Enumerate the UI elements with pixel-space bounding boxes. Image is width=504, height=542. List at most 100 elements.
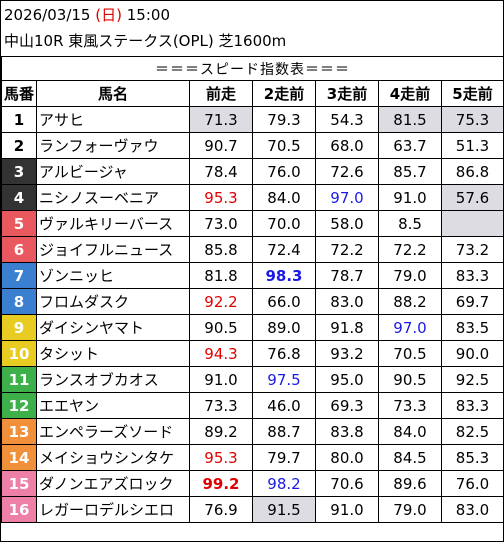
speed-index-cell: 88.7 [252,418,316,445]
horse-number: 11 [1,366,37,393]
speed-index-cell [441,210,504,237]
speed-index-cell: 79.0 [378,262,442,289]
horse-name: タシット [36,340,190,367]
speed-index-cell: 79.7 [252,444,316,471]
speed-index-cell: 69.7 [441,288,504,315]
speed-index-cell: 78.4 [189,158,253,185]
speed-index-cell: 97.5 [252,366,316,393]
race-time: 15:00 [126,6,170,24]
speed-index-cell: 91.8 [315,314,379,341]
table-row: 6 ジョイフルニュース 85.8 72.4 72.2 72.2 73.2 [1,236,504,263]
speed-index-cell: 89.2 [189,418,253,445]
speed-index-cell: 73.2 [441,236,504,263]
speed-index-cell: 76.0 [441,470,504,497]
speed-index-cell: 72.4 [252,236,316,263]
speed-index-cell: 75.3 [441,106,504,133]
table-row: 16 レガーロデルシエロ 76.9 91.5 91.0 79.0 83.0 [1,496,504,523]
speed-index-cell: 84.5 [378,444,442,471]
speed-index-cell: 93.2 [315,340,379,367]
speed-index-cell: 91.0 [189,366,253,393]
horse-name: エンペラーズソード [36,418,190,445]
speed-index-cell: 70.0 [252,210,316,237]
col-header-race5: 5走前 [441,80,504,107]
table-row: 15 ダノンエアズロック 99.2 98.2 70.6 89.6 76.0 [1,470,504,497]
horse-name: ヴァルキリーバース [36,210,190,237]
speed-index-cell: 83.3 [441,262,504,289]
speed-index-cell: 80.0 [315,444,379,471]
speed-index-cell: 85.7 [378,158,442,185]
speed-index-cell: 83.0 [441,496,504,523]
horse-name: アサヒ [36,106,190,133]
col-header-race2: 2走前 [252,80,316,107]
speed-index-cell: 68.0 [315,132,379,159]
horse-number: 1 [1,106,37,133]
speed-index-cell: 70.5 [252,132,316,159]
horse-name: メイショウシンタケ [36,444,190,471]
table-row: 10 タシット 94.3 76.8 93.2 70.5 90.0 [1,340,504,367]
table-row: 1 アサヒ 71.3 79.3 54.3 81.5 75.3 [1,106,504,133]
table-row: 4 ニシノスーベニア 95.3 84.0 97.0 91.0 57.6 [1,184,504,211]
speed-index-cell: 70.6 [315,470,379,497]
speed-index-cell: 84.0 [378,418,442,445]
speed-index-cell: 72.6 [315,158,379,185]
speed-index-cell: 97.0 [378,314,442,341]
speed-index-cell: 91.0 [378,184,442,211]
horse-name: レガーロデルシエロ [36,496,190,523]
speed-index-cell: 92.2 [189,288,253,315]
speed-index-cell: 76.9 [189,496,253,523]
speed-index-cell: 46.0 [252,392,316,419]
horse-number: 10 [1,340,37,367]
speed-index-cell: 73.3 [378,392,442,419]
horse-name: ダノンエアズロック [36,470,190,497]
speed-index-cell: 81.5 [378,106,442,133]
speed-index-cell: 98.2 [252,470,316,497]
table-row: 13 エンペラーズソード 89.2 88.7 83.8 84.0 82.5 [1,418,504,445]
horse-name: フロムダスク [36,288,190,315]
speed-index-cell: 83.8 [315,418,379,445]
speed-index-cell: 90.5 [378,366,442,393]
horse-number: 15 [1,470,37,497]
horse-number: 2 [1,132,37,159]
speed-index-cell: 58.0 [315,210,379,237]
race-datetime: 2026/03/15 (日) 15:00 [4,5,170,25]
speed-index-cell: 90.0 [441,340,504,367]
col-header-race4: 4走前 [378,80,442,107]
table-row: 3 アルビージャ 78.4 76.0 72.6 85.7 86.8 [1,158,504,185]
speed-index-cell: 73.3 [189,392,253,419]
table-row: 8 フロムダスク 92.2 66.0 83.0 88.2 69.7 [1,288,504,315]
speed-index-cell: 82.5 [441,418,504,445]
speed-index-cell: 90.5 [189,314,253,341]
speed-index-cell: 63.7 [378,132,442,159]
speed-index-cell: 78.7 [315,262,379,289]
col-header-name: 馬名 [36,80,190,107]
horse-name: アルビージャ [36,158,190,185]
horse-name: ランスオブカオス [36,366,190,393]
col-header-number: 馬番 [1,80,37,107]
col-header-race3: 3走前 [315,80,379,107]
speed-index-cell: 98.3 [252,262,316,289]
speed-index-cell: 79.0 [378,496,442,523]
speed-index-table: ＝＝＝スピード指数表＝＝＝ 馬番 馬名 前走 2走前 3走前 4走前 5走前 1… [1,56,504,523]
speed-index-cell: 72.2 [378,236,442,263]
horse-number: 4 [1,184,37,211]
col-header-race1: 前走 [189,80,253,107]
horse-name: ジョイフルニュース [36,236,190,263]
speed-index-cell: 83.5 [441,314,504,341]
speed-index-cell: 71.3 [189,106,253,133]
speed-index-cell: 89.0 [252,314,316,341]
speed-index-cell: 8.5 [378,210,442,237]
horse-number: 3 [1,158,37,185]
horse-name: ダイシンヤマト [36,314,190,341]
horse-number: 8 [1,288,37,315]
table-row: 7 ゾンニッヒ 81.8 98.3 78.7 79.0 83.3 [1,262,504,289]
speed-index-cell: 57.6 [441,184,504,211]
speed-index-cell: 95.0 [315,366,379,393]
speed-index-cell: 86.8 [441,158,504,185]
horse-number: 5 [1,210,37,237]
horse-number: 12 [1,392,37,419]
speed-index-cell: 66.0 [252,288,316,315]
horse-number: 7 [1,262,37,289]
speed-index-cell: 95.3 [189,444,253,471]
race-day-of-week: (日) [95,6,122,24]
speed-index-cell: 99.2 [189,470,253,497]
